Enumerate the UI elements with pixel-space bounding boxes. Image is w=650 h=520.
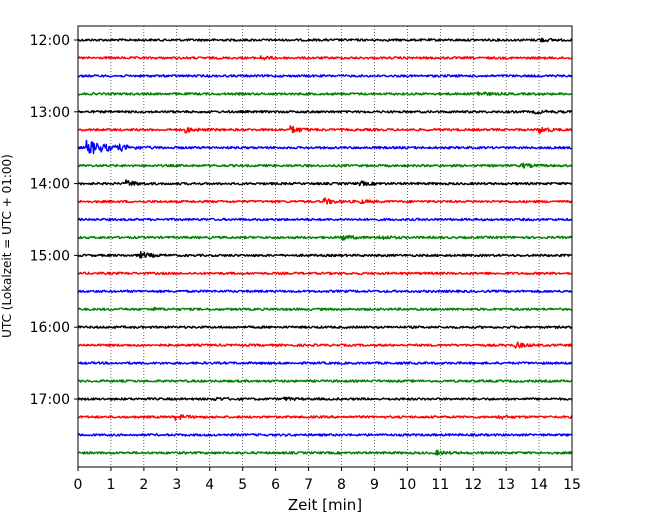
- trace-8: [77, 179, 573, 187]
- trace-19: [77, 379, 573, 383]
- x-tick-label-11: 11: [431, 477, 449, 493]
- trace-15: [78, 306, 573, 312]
- x-tick-label-8: 8: [337, 477, 346, 493]
- y-tick-label-3: 15:00: [30, 248, 70, 264]
- trace-7: [77, 162, 573, 169]
- trace-11: [77, 234, 573, 241]
- trace-22: [77, 433, 573, 437]
- x-tick-label-13: 13: [497, 477, 515, 493]
- trace-4: [77, 109, 573, 115]
- trace-13: [77, 271, 573, 276]
- x-tick-label-5: 5: [238, 477, 247, 493]
- trace-17: [77, 341, 573, 349]
- trace-10: [77, 217, 573, 222]
- x-tick-label-15: 15: [563, 477, 581, 493]
- trace-1: [77, 55, 573, 61]
- y-tick-label-4: 16:00: [30, 320, 70, 336]
- y-axis-label: UTC (Lokalzeit = UTC + 01:00): [0, 154, 14, 338]
- trace-23: [77, 449, 573, 456]
- y-tick-label-1: 13:00: [30, 105, 70, 121]
- x-tick-label-12: 12: [464, 477, 482, 493]
- trace-9: [77, 197, 573, 205]
- x-tick-label-6: 6: [271, 477, 280, 493]
- x-tick-label-1: 1: [106, 477, 115, 493]
- trace-12: [77, 250, 573, 259]
- x-tick-label-3: 3: [172, 477, 181, 493]
- x-tick-label-2: 2: [139, 477, 148, 493]
- plot-frame: [77, 25, 573, 468]
- trace-2: [77, 74, 573, 78]
- trace-18: [77, 361, 573, 365]
- x-tick-label-0: 0: [74, 477, 83, 493]
- trace-20: [77, 396, 573, 402]
- seismic-traces: [77, 37, 573, 456]
- trace-6: [77, 139, 573, 155]
- x-tick-label-9: 9: [370, 477, 379, 493]
- x-tick-label-7: 7: [304, 477, 313, 493]
- trace-3: [77, 91, 573, 97]
- x-tick-label-14: 14: [530, 477, 548, 493]
- trace-0: [77, 37, 573, 43]
- y-tick-label-0: 12:00: [30, 33, 70, 49]
- trace-14: [77, 289, 573, 294]
- y-tick-label-5: 17:00: [30, 392, 70, 408]
- y-tick-label-2: 14:00: [30, 177, 70, 193]
- trace-5: [77, 125, 573, 134]
- trace-21: [77, 414, 573, 421]
- x-tick-label-10: 10: [398, 477, 416, 493]
- y-axis-ticks: 12:00 13:00 14:00 15:00 16:00 17:00: [30, 33, 78, 408]
- x-axis-ticks: 0 1 2 3 4 5 6 7 8 9 10 11 12 13 14 15: [74, 467, 581, 493]
- x-tick-label-4: 4: [205, 477, 214, 493]
- trace-16: [77, 325, 573, 329]
- x-axis-label: Zeit [min]: [288, 496, 362, 514]
